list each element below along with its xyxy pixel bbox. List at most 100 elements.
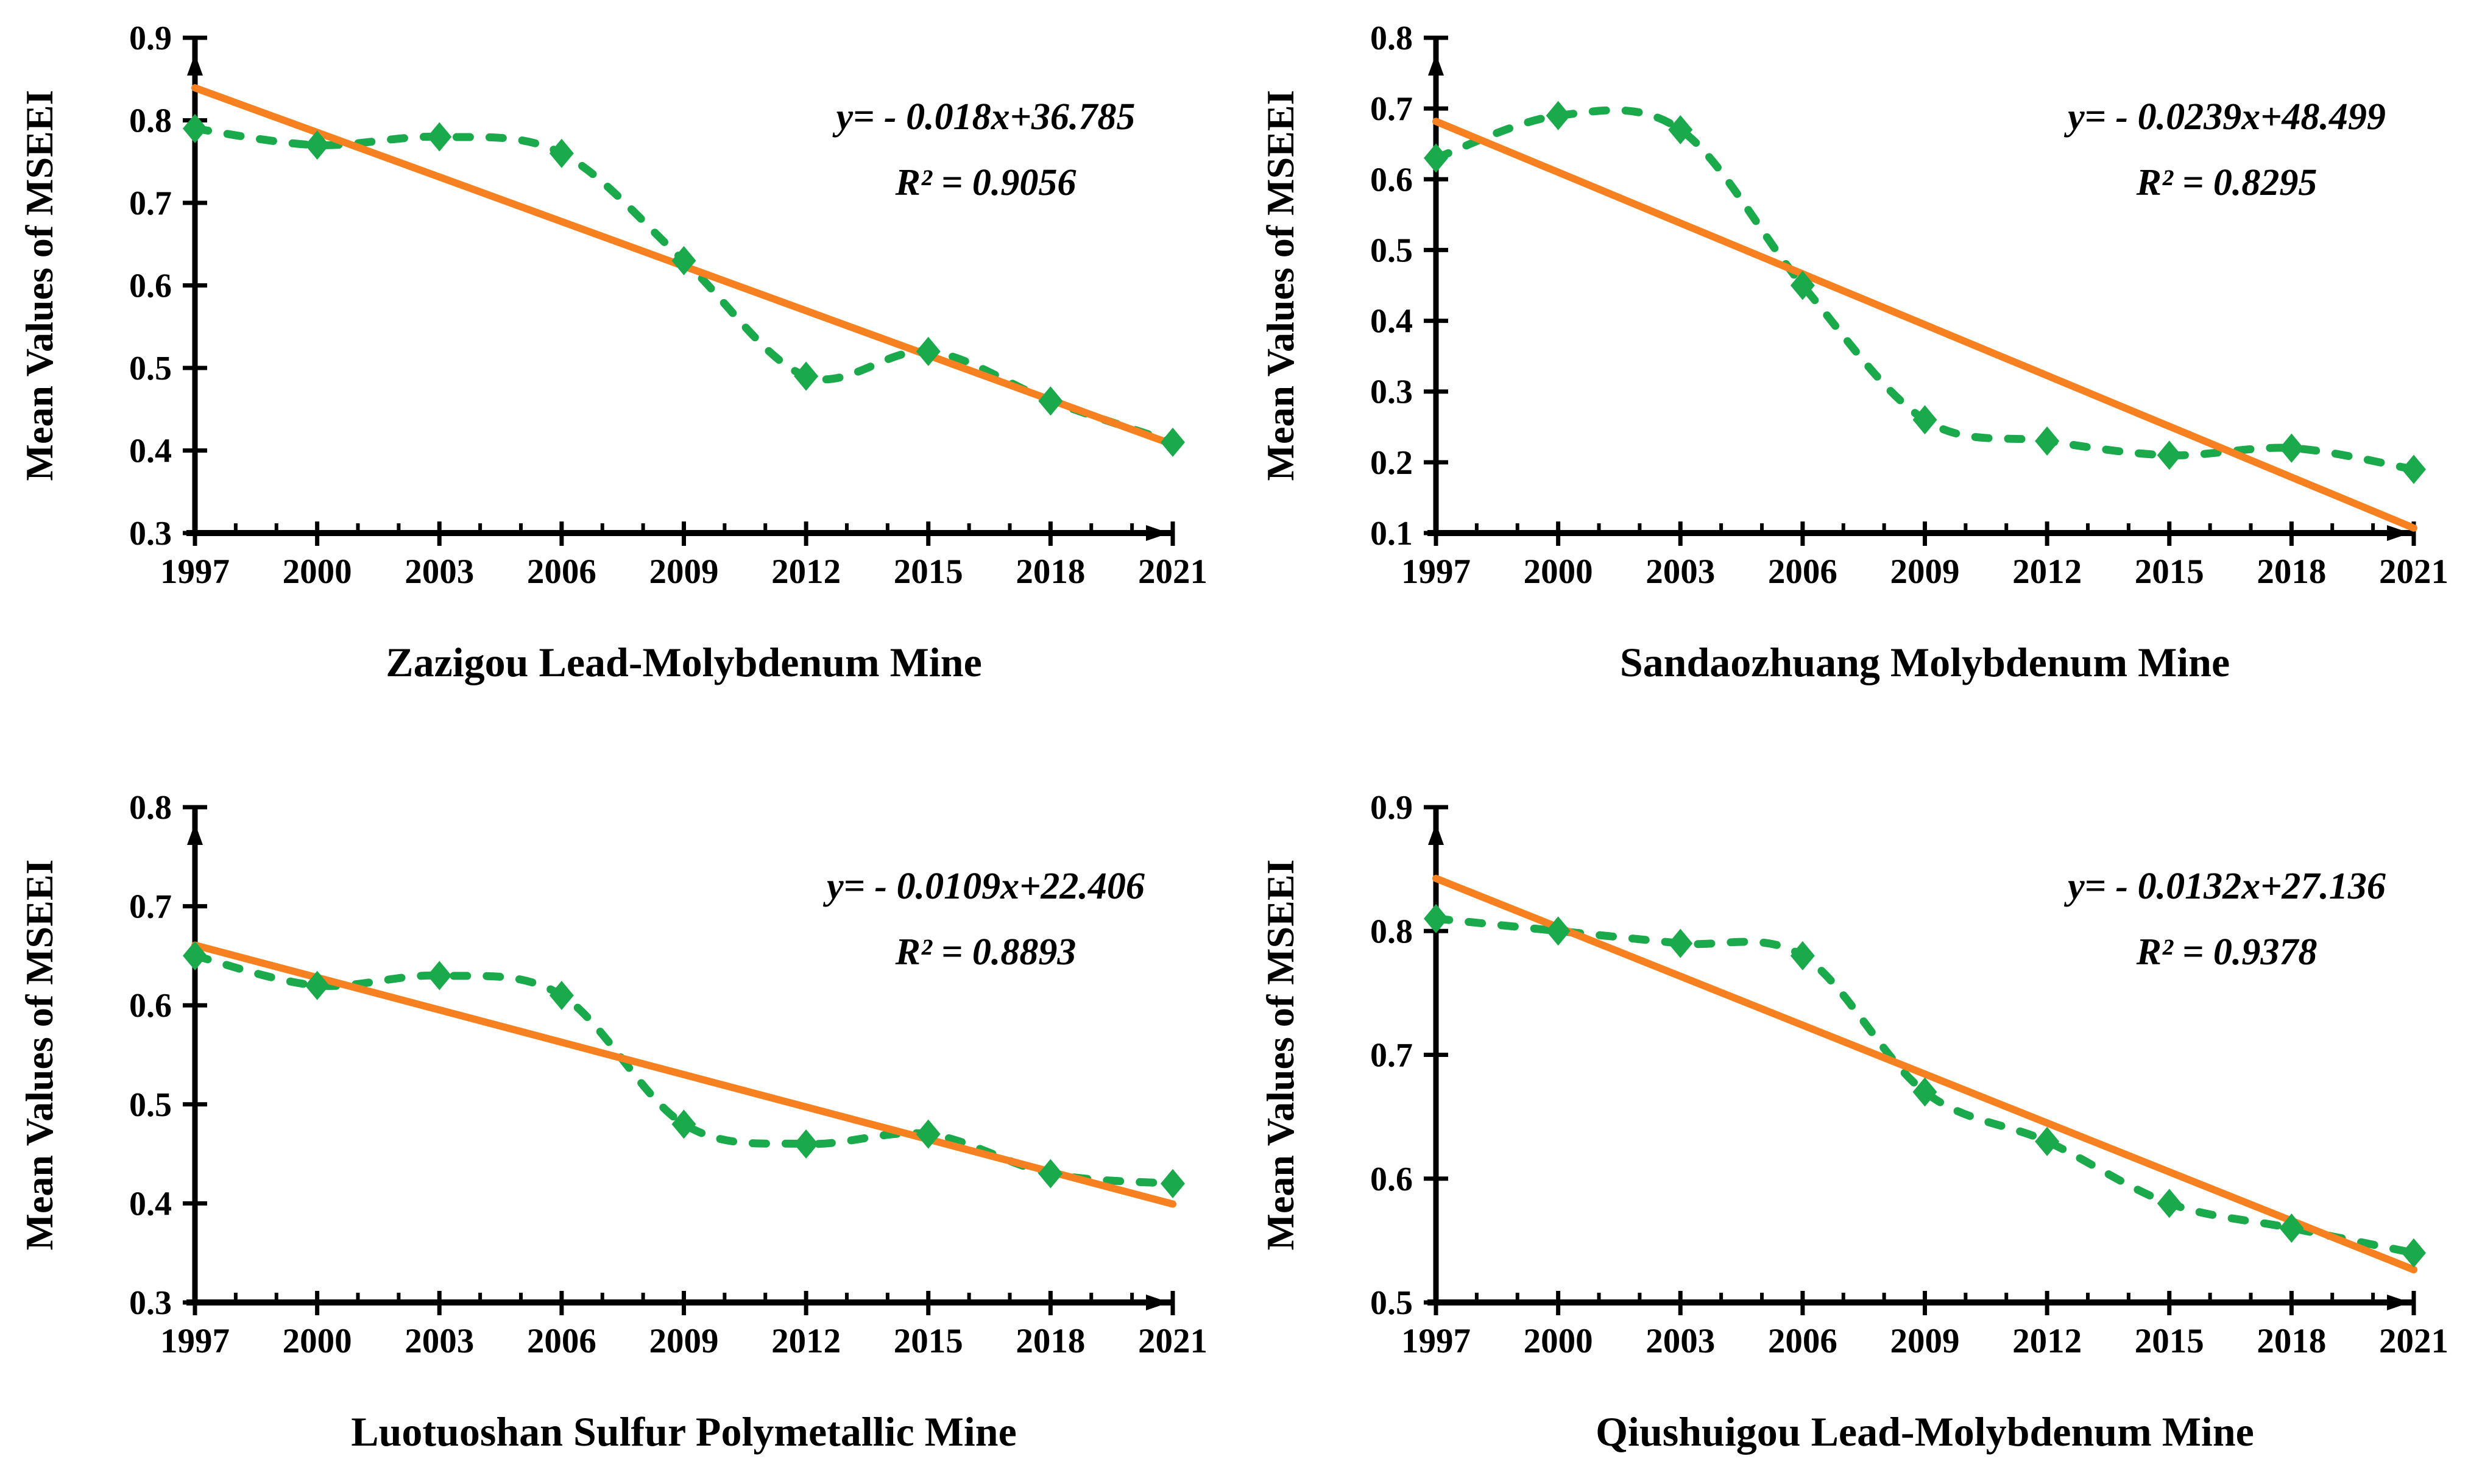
chart-panel-zazigou: 0.3 0.4 0.5 0.6 0.7 0.8 0.9 1997 2000 2003 2006 200…: [0, 0, 1241, 742]
y-tick-label: 0.9: [129, 19, 172, 57]
diamond-marker-icon: [794, 1129, 819, 1159]
diamond-marker-icon: [2402, 1238, 2426, 1268]
y-tick-label: 0.5: [129, 350, 172, 387]
diamond-marker-icon: [1424, 143, 1448, 173]
chart-title: Zazigou Lead-Molybdenum Mine: [386, 639, 982, 685]
x-tick-labels: 1997 2000 2003 2006 2009 2012 2015 2018 2021: [1401, 1322, 2448, 1360]
equation-line: y= - 0.0239x+48.499: [2063, 96, 2386, 138]
diamond-marker-icon: [427, 122, 452, 152]
y-tick-labels: 0.3 0.4 0.5 0.6 0.7 0.8: [129, 789, 172, 1322]
diamond-marker-icon: [916, 1119, 941, 1149]
y-tick-label: 0.6: [129, 987, 172, 1025]
diamond-marker-icon: [671, 246, 696, 275]
series-markers: [183, 941, 1185, 1198]
diamond-marker-icon: [2035, 1126, 2060, 1156]
x-ticks: [193, 1291, 1175, 1315]
diamond-marker-icon: [916, 336, 941, 366]
y-axis-arrow-icon: [1428, 823, 1444, 845]
x-tick-label: 2006: [1768, 553, 1837, 591]
y-axis-arrow-icon: [1428, 54, 1444, 76]
y-tick-label: 0.7: [129, 888, 172, 926]
x-tick-label: 2003: [1646, 553, 1715, 591]
x-tick-label: 2012: [2012, 553, 2082, 591]
y-tick-label: 0.8: [129, 789, 172, 827]
x-tick-labels: 1997 2000 2003 2006 2009 2012 2015 2018 2021: [160, 1322, 1207, 1360]
diamond-marker-icon: [2279, 1214, 2304, 1243]
x-tick-label: 2021: [2379, 553, 2448, 591]
axes: [186, 807, 1173, 1310]
x-tick-label: 2000: [1524, 1322, 1593, 1360]
x-tick-label: 2018: [2257, 1322, 2326, 1360]
x-tick-label: 2003: [405, 553, 474, 591]
chart-title: Luotuoshan Sulfur Polymetallic Mine: [351, 1408, 1017, 1455]
trend-line: [1432, 118, 2417, 532]
series-markers: [183, 114, 1185, 457]
diamond-marker-icon: [183, 114, 207, 144]
y-tick-label: 0.8: [1370, 19, 1413, 57]
diamond-marker-icon: [2279, 433, 2304, 463]
x-tick-label: 2000: [283, 1322, 352, 1360]
x-axis-arrow-icon: [2387, 1295, 2410, 1310]
diamond-marker-icon: [2157, 440, 2182, 470]
y-tick-label: 0.6: [1370, 161, 1413, 199]
x-tick-label: 2003: [405, 1322, 474, 1360]
y-axis-label: Mean Values of MSEEI: [18, 860, 61, 1251]
x-tick-label: 2021: [1138, 1322, 1207, 1360]
y-axis-label: Mean Values of MSEEI: [1259, 90, 1302, 481]
y-tick-label: 0.7: [129, 185, 172, 222]
diamond-marker-icon: [1668, 115, 1693, 144]
x-tick-label: 2012: [771, 1322, 841, 1360]
diamond-marker-icon: [2402, 454, 2426, 484]
diamond-marker-icon: [1161, 1168, 1185, 1198]
y-tick-label: 0.5: [1370, 1284, 1413, 1322]
x-tick-label: 2021: [2379, 1322, 2448, 1360]
y-tick-label: 0.5: [129, 1086, 172, 1124]
diamond-marker-icon: [427, 961, 452, 991]
equation-line: y= - 0.018x+36.785: [832, 96, 1136, 138]
y-tick-label: 0.9: [1370, 789, 1413, 827]
series-markers: [1424, 101, 2426, 484]
x-tick-label: 2006: [527, 1322, 596, 1360]
chart-title: Qiushuigou Lead-Molybdenum Mine: [1596, 1408, 2254, 1455]
y-tick-label: 0.3: [129, 515, 172, 553]
diamond-marker-icon: [1912, 1077, 1937, 1107]
x-tick-label: 2018: [1016, 1322, 1085, 1360]
x-tick-label: 2015: [2135, 553, 2204, 591]
mseei-series-curve: [1432, 914, 2418, 1257]
x-tick-labels: 1997 2000 2003 2006 2009 2012 2015 2018 2021: [160, 553, 1207, 591]
x-ticks: [1434, 1291, 2416, 1315]
diamond-marker-icon: [1912, 405, 1937, 435]
y-tick-label: 0.8: [129, 102, 172, 140]
y-axis-arrow-icon: [187, 54, 203, 76]
sandaozhuang-chart: 0.1 0.2 0.3 0.4 0.5 0.6 0.7 0.8 1997 2000 2003 2006…: [1259, 19, 2448, 685]
trend-line: [191, 941, 1176, 1208]
r-squared-line: R² = 0.9056: [895, 162, 1077, 203]
y-tick-label: 0.5: [1370, 231, 1413, 269]
x-tick-label: 1997: [160, 1322, 230, 1360]
x-tick-label: 2006: [527, 553, 596, 591]
y-tick-label: 0.6: [1370, 1161, 1413, 1198]
diamond-marker-icon: [1038, 1159, 1063, 1189]
x-tick-label: 2015: [2135, 1322, 2204, 1360]
x-tick-labels: 1997 2000 2003 2006 2009 2012 2015 2018 2021: [1401, 553, 2448, 591]
x-tick-label: 2000: [1524, 553, 1593, 591]
mseei-series-curve: [1432, 106, 2418, 473]
diamond-marker-icon: [1668, 928, 1693, 958]
y-tick-label: 0.7: [1370, 90, 1413, 128]
chart-panel-sandaozhuang: 0.1 0.2 0.3 0.4 0.5 0.6 0.7 0.8 1997 2000 2003 2006…: [1241, 0, 2482, 742]
series-markers: [1424, 903, 2426, 1268]
diamond-marker-icon: [549, 138, 574, 168]
r-squared-line: R² = 0.8893: [895, 931, 1077, 973]
x-tick-label: 1997: [160, 553, 230, 591]
r-squared-line: R² = 0.8295: [2136, 162, 2318, 203]
luotuoshan-chart: 0.3 0.4 0.5 0.6 0.7 0.8 1997 2000 2003 2006 2009 20…: [18, 789, 1207, 1455]
diamond-marker-icon: [1161, 427, 1185, 457]
x-ticks: [1434, 521, 2416, 546]
x-tick-label: 2003: [1646, 1322, 1715, 1360]
y-tick-label: 0.1: [1370, 515, 1413, 553]
chart-title: Sandaozhuang Molybdenum Mine: [1620, 639, 2230, 685]
diamond-marker-icon: [794, 361, 819, 391]
y-tick-label: 0.2: [1370, 444, 1413, 482]
x-tick-label: 1997: [1401, 553, 1471, 591]
y-axis-label: Mean Values of MSEEI: [18, 90, 61, 481]
